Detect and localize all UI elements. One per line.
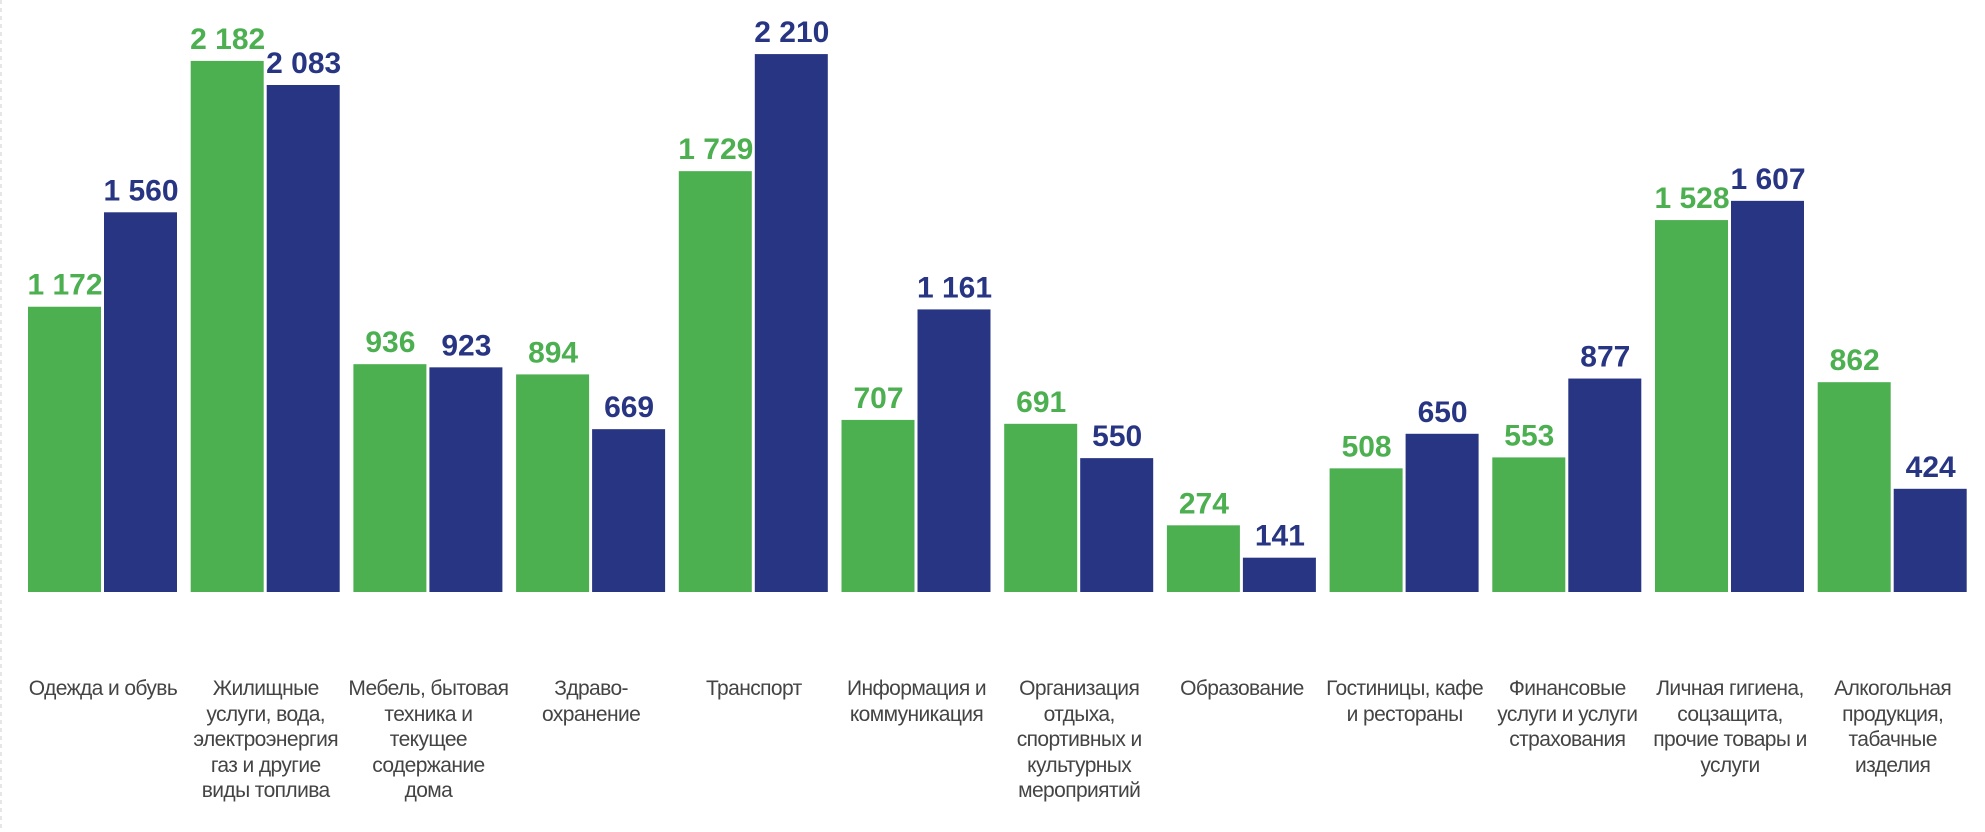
- value-label: 936: [365, 326, 415, 359]
- category-label: Личная гигиена, соцзащита, прочие товары…: [1653, 677, 1807, 777]
- value-label: 550: [1092, 420, 1142, 453]
- value-label: 894: [528, 336, 578, 369]
- value-label: 1 528: [1654, 182, 1729, 215]
- value-label: 2 083: [266, 47, 341, 80]
- bar: [516, 374, 590, 592]
- value-label: 2 182: [190, 23, 265, 56]
- bar: [266, 84, 340, 592]
- value-label: 274: [1179, 487, 1229, 520]
- bar: [1817, 382, 1891, 592]
- bar: [1004, 423, 1078, 592]
- value-label: 923: [441, 329, 491, 362]
- category-label: Мебель, бытовая техника и текущее содерж…: [348, 677, 509, 802]
- category-label: Транспорт: [706, 677, 802, 700]
- bar: [1731, 200, 1804, 592]
- category-label: Финансовые услуги и услуги страхования: [1497, 677, 1638, 751]
- value-label: 1 161: [917, 271, 992, 304]
- value-label: 2 210: [754, 16, 829, 49]
- bar: [1492, 457, 1566, 592]
- category-label: Образование: [1180, 677, 1304, 700]
- category-label: Здраво-охранение: [542, 677, 641, 726]
- bar: [1405, 433, 1479, 592]
- bar: [28, 306, 101, 592]
- value-label: 1 172: [27, 269, 102, 302]
- bar: [1655, 220, 1728, 593]
- bar: [917, 309, 991, 592]
- value-label: 424: [1906, 451, 1956, 484]
- bar: [190, 60, 264, 593]
- bar: [678, 171, 752, 592]
- value-label: 508: [1342, 430, 1392, 463]
- bar: [104, 212, 177, 592]
- value-label: 877: [1580, 341, 1630, 374]
- value-label: 1 607: [1730, 163, 1805, 196]
- bar: [1893, 488, 1967, 592]
- value-label: 669: [604, 391, 654, 424]
- bar: [592, 429, 666, 592]
- value-label: 862: [1830, 344, 1880, 377]
- bar: [841, 419, 915, 592]
- category-label: Организация отдыха, спортивных и культур…: [1016, 677, 1142, 802]
- bar: [353, 364, 427, 592]
- category-label: Гостиницы, кафе и рестораны: [1326, 677, 1484, 726]
- bar: [1166, 525, 1240, 592]
- bar: [1080, 458, 1154, 592]
- bar: [1242, 557, 1316, 592]
- value-label: 1 560: [103, 174, 178, 207]
- value-label: 553: [1504, 419, 1554, 452]
- category-label: Алкогольная продукция, табачные изделия: [1834, 677, 1952, 777]
- category-label: Одежда и обувь: [28, 677, 178, 700]
- bar: [754, 54, 828, 592]
- value-label: 707: [853, 382, 903, 415]
- bar: [1568, 378, 1642, 592]
- value-label: 650: [1418, 396, 1468, 429]
- category-label: Жилищные услуги, вода, электроэнергия га…: [193, 677, 338, 802]
- value-label: 691: [1016, 386, 1066, 419]
- value-label: 1 729: [678, 133, 753, 166]
- bar: [429, 367, 503, 592]
- value-label: 141: [1255, 520, 1305, 553]
- category-label: Информация и коммуникация: [847, 677, 987, 726]
- bar: [1329, 468, 1403, 592]
